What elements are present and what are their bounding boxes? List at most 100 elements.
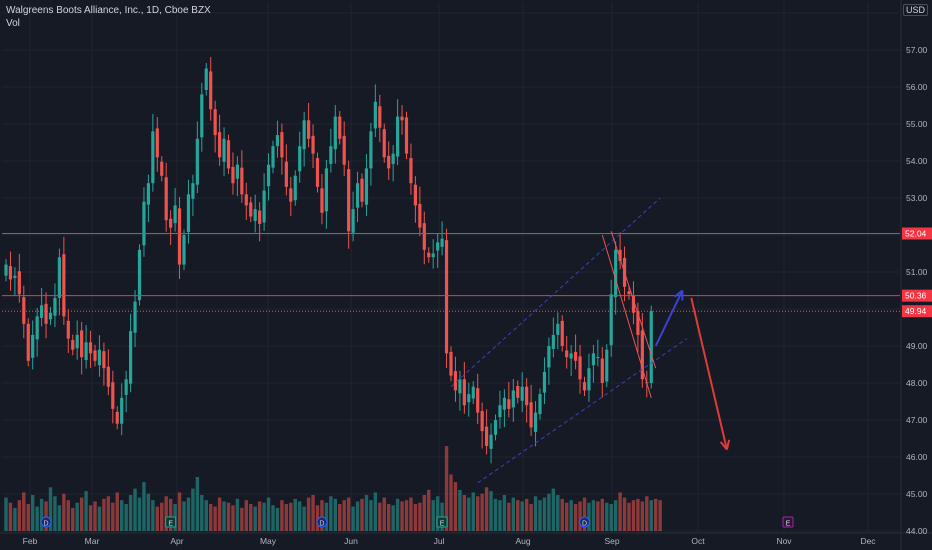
volume-bar [551, 488, 556, 531]
candle-body [4, 264, 8, 276]
volume-bar [160, 502, 164, 531]
candle-body [355, 183, 360, 208]
arrow-down-annotation[interactable] [690, 297, 731, 451]
dividend-marker-shape [40, 516, 52, 528]
volume-bar [226, 502, 231, 531]
volume-bar [409, 497, 413, 531]
volume-bar [480, 493, 484, 531]
candle-body [413, 184, 417, 206]
volume-bar [636, 498, 640, 531]
candle-body [520, 386, 524, 401]
candle-body [618, 249, 622, 261]
volume-bar [360, 498, 364, 531]
candle-body [404, 117, 409, 154]
candle-body [293, 175, 297, 201]
candle-body [93, 350, 97, 361]
candle-body [320, 188, 324, 213]
volume-bar [649, 500, 653, 531]
candle-body [315, 158, 320, 187]
volume-bar [231, 505, 235, 531]
volume-bar [369, 500, 373, 531]
volume-bar [88, 505, 93, 531]
dividend-marker[interactable]: D [40, 516, 52, 528]
volume-bar [431, 500, 435, 531]
volume-bar [302, 506, 306, 531]
x-tick-label: Oct [691, 536, 705, 546]
event-marker-label: D [582, 521, 587, 528]
candle-body [284, 161, 288, 187]
volume-bar [84, 491, 88, 531]
volume-bar [204, 500, 208, 531]
currency-label[interactable]: USD [902, 4, 928, 16]
volume-bar [355, 501, 360, 531]
volume-bar [462, 495, 467, 531]
candle-body [560, 320, 564, 346]
volume-bar [338, 504, 342, 531]
volume-bar [146, 493, 151, 531]
candle-body [97, 349, 102, 366]
y-tick-label: 46.00 [906, 452, 928, 462]
candle-body [142, 201, 146, 246]
candle-body [146, 183, 150, 205]
x-tick-label: Feb [23, 536, 38, 546]
volume-bar [79, 497, 84, 531]
earnings-marker[interactable]: E [436, 516, 448, 528]
volume-bar [605, 502, 609, 531]
candle-body [596, 357, 600, 359]
candle-body [569, 353, 573, 359]
volume-bar [253, 506, 257, 531]
volume-bar [444, 446, 449, 531]
candle-body [476, 388, 480, 413]
volume-bar [320, 500, 324, 531]
candle-body [155, 128, 159, 158]
candle-body [106, 366, 110, 387]
candle-body [275, 135, 280, 147]
volume-bar [222, 501, 226, 531]
volume-bar [516, 500, 520, 531]
price-axis-label-bg [902, 289, 932, 302]
volume-bar [427, 489, 431, 531]
candle-body [400, 116, 404, 121]
candle-body [71, 340, 75, 350]
volume-bar [289, 502, 293, 531]
arrow-up-annotation[interactable] [654, 289, 684, 347]
arrow-down-annotation-head [719, 441, 728, 451]
dividend-marker[interactable]: D [579, 516, 590, 528]
candle-body [551, 334, 555, 349]
y-tick-label: 49.00 [906, 341, 928, 351]
dividend-marker-shape [316, 516, 328, 528]
volume-bar [31, 495, 35, 531]
volume-bar [26, 504, 30, 531]
channel-lower-line[interactable] [477, 338, 688, 484]
candle-body [418, 203, 422, 228]
candle-body [582, 382, 587, 391]
earnings-marker[interactable]: E [782, 516, 794, 528]
dividend-marker[interactable]: D [316, 516, 328, 528]
earnings-marker[interactable]: E [165, 516, 177, 528]
volume-bar [524, 498, 529, 531]
wedge-upper-line[interactable] [610, 231, 657, 369]
volume-bar [324, 502, 329, 531]
candle-body [427, 252, 431, 258]
candle-body [396, 116, 400, 157]
candle-body [600, 358, 604, 383]
arrow-down-annotation-head [725, 439, 731, 450]
wedge-lower-line[interactable] [601, 234, 652, 398]
volume-bar [35, 506, 39, 531]
candle-body [556, 323, 560, 335]
volume-bar [311, 495, 315, 531]
earnings-marker-shape [782, 516, 794, 528]
volume-bar [244, 500, 248, 531]
volume-bar [618, 492, 622, 531]
candle-body [449, 351, 453, 376]
volume-bar [4, 497, 8, 531]
candle-body [204, 68, 208, 90]
candle-body [529, 402, 533, 428]
volume-bar [547, 493, 551, 531]
x-tick-label: Mar [85, 536, 100, 546]
candle-body [351, 209, 355, 233]
channel-upper-line[interactable] [450, 197, 661, 388]
volume-bar [200, 495, 204, 531]
volume-bar [48, 487, 53, 531]
